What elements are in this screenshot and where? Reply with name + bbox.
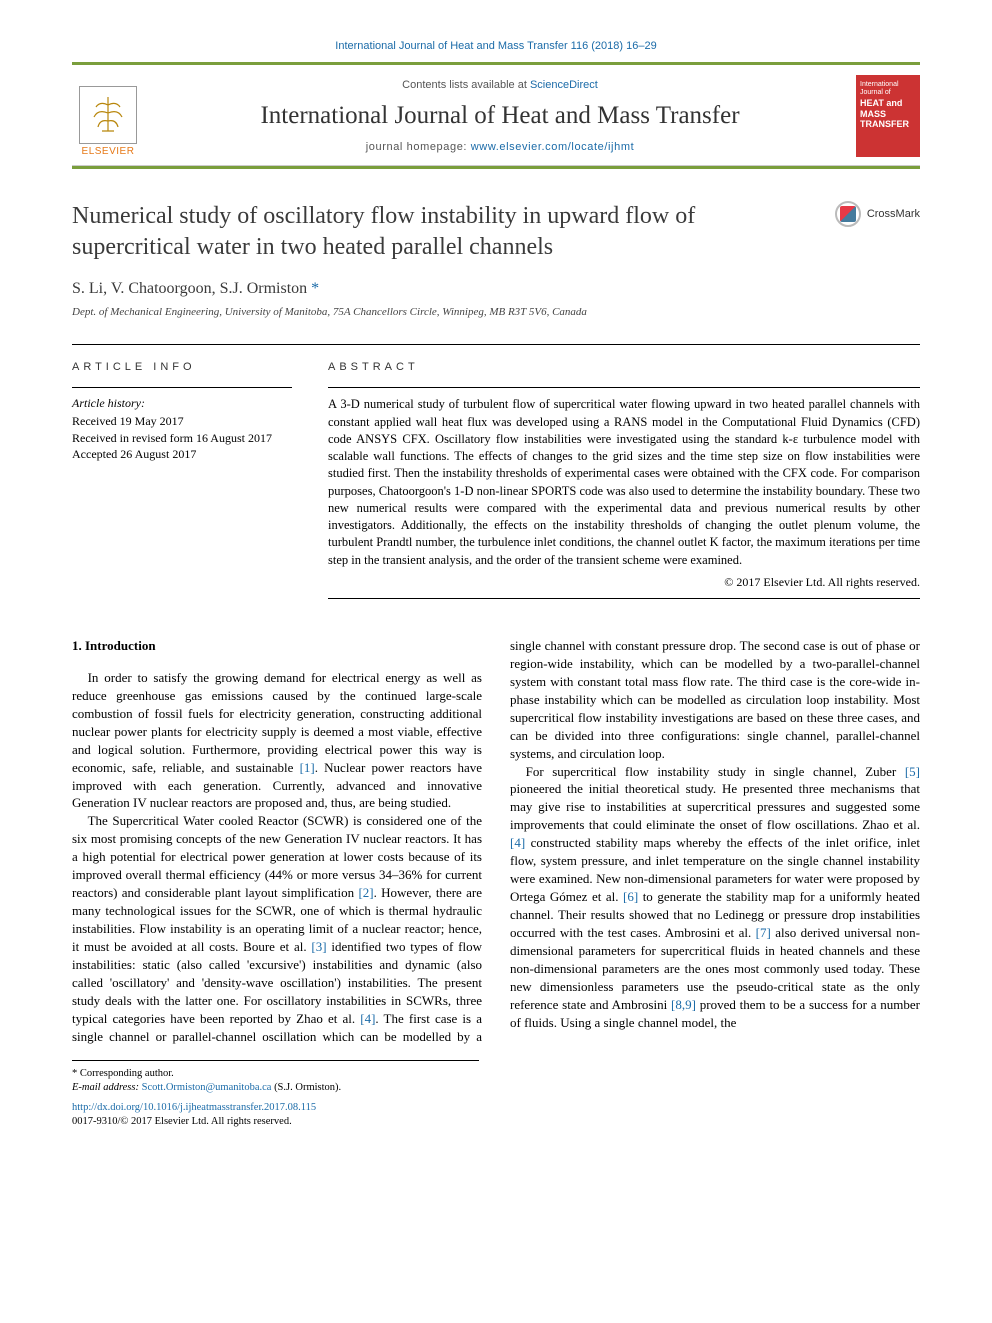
abstract-rule [328, 387, 920, 388]
ref-3[interactable]: [3] [311, 939, 326, 954]
cover-line-3: TRANSFER [860, 119, 916, 130]
info-rule [72, 387, 292, 388]
article-info-col: ARTICLE INFO Article history: Received 1… [72, 361, 292, 607]
email-who: (S.J. Ormiston). [271, 1082, 341, 1093]
intro-p3: For supercritical flow instability study… [510, 763, 920, 1032]
ref-4b[interactable]: [4] [510, 835, 525, 850]
top-citation[interactable]: International Journal of Heat and Mass T… [72, 40, 920, 52]
issn-line: 0017-9310/© 2017 Elsevier Ltd. All right… [72, 1116, 292, 1127]
abstract-head: ABSTRACT [328, 361, 920, 373]
homepage-link[interactable]: www.elsevier.com/locate/ijhmt [471, 141, 635, 153]
affiliation: Dept. of Mechanical Engineering, Univers… [72, 306, 920, 318]
history-accepted: Accepted 26 August 2017 [72, 446, 292, 462]
cover-line-2: HEAT and MASS [860, 98, 916, 120]
article-info-head: ARTICLE INFO [72, 361, 292, 373]
section-1-head: 1. Introduction [72, 637, 482, 655]
elsevier-label: ELSEVIER [82, 146, 135, 157]
title-row: Numerical study of oscillatory flow inst… [72, 201, 920, 262]
corresponding-mark[interactable]: * [311, 280, 319, 297]
email-link[interactable]: Scott.Ormiston@umanitoba.ca [142, 1082, 272, 1093]
ref-1[interactable]: [1] [300, 760, 315, 775]
email-label: E-mail address: [72, 1082, 142, 1093]
authors-names: S. Li, V. Chatoorgoon, S.J. Ormiston [72, 280, 307, 297]
journal-title: International Journal of Heat and Mass T… [158, 102, 842, 130]
accent-bar-bottom [72, 166, 920, 169]
contents-available: Contents lists available at ScienceDirec… [158, 79, 842, 91]
meta-row: ARTICLE INFO Article history: Received 1… [72, 344, 920, 607]
ref-6[interactable]: [6] [623, 889, 638, 904]
abstract-text: A 3-D numerical study of turbulent flow … [328, 396, 920, 569]
cover-line-1: International Journal of [860, 81, 916, 98]
corresponding-note: * Corresponding author. [72, 1067, 479, 1081]
elsevier-tree-icon [79, 86, 137, 144]
ref-8-9[interactable]: [8,9] [671, 997, 696, 1012]
email-line: E-mail address: Scott.Ormiston@umanitoba… [72, 1081, 479, 1095]
crossmark-icon [835, 201, 861, 227]
doi-link[interactable]: http://dx.doi.org/10.1016/j.ijheatmasstr… [72, 1102, 316, 1113]
abstract-col: ABSTRACT A 3-D numerical study of turbul… [328, 361, 920, 607]
contents-prefix: Contents lists available at [402, 79, 530, 91]
header-center: Contents lists available at ScienceDirec… [158, 75, 842, 157]
body-text: 1. Introduction In order to satisfy the … [72, 637, 920, 1046]
ref-7[interactable]: [7] [756, 925, 771, 940]
journal-cover-thumb[interactable]: International Journal of HEAT and MASS T… [856, 75, 920, 157]
journal-header: ELSEVIER Contents lists available at Sci… [72, 65, 920, 166]
history-revised: Received in revised form 16 August 2017 [72, 430, 292, 446]
authors-line: S. Li, V. Chatoorgoon, S.J. Ormiston * [72, 280, 920, 298]
doi-block: http://dx.doi.org/10.1016/j.ijheatmasstr… [72, 1101, 920, 1128]
abstract-rule-bottom [328, 598, 920, 599]
ref-5[interactable]: [5] [905, 764, 920, 779]
ref-2[interactable]: [2] [358, 885, 373, 900]
sciencedirect-link[interactable]: ScienceDirect [530, 79, 598, 91]
intro-p1: In order to satisfy the growing demand f… [72, 669, 482, 813]
history-label: Article history: [72, 396, 292, 411]
history-received: Received 19 May 2017 [72, 413, 292, 429]
homepage-prefix: journal homepage: [366, 141, 471, 153]
journal-homepage: journal homepage: www.elsevier.com/locat… [158, 141, 842, 153]
abstract-copyright: © 2017 Elsevier Ltd. All rights reserved… [328, 575, 920, 590]
elsevier-logo[interactable]: ELSEVIER [72, 75, 144, 157]
article-title: Numerical study of oscillatory flow inst… [72, 201, 815, 262]
crossmark-badge[interactable]: CrossMark [835, 201, 920, 227]
crossmark-label: CrossMark [867, 208, 920, 220]
ref-4[interactable]: [4] [360, 1011, 375, 1026]
footnotes: * Corresponding author. E-mail address: … [72, 1060, 479, 1095]
